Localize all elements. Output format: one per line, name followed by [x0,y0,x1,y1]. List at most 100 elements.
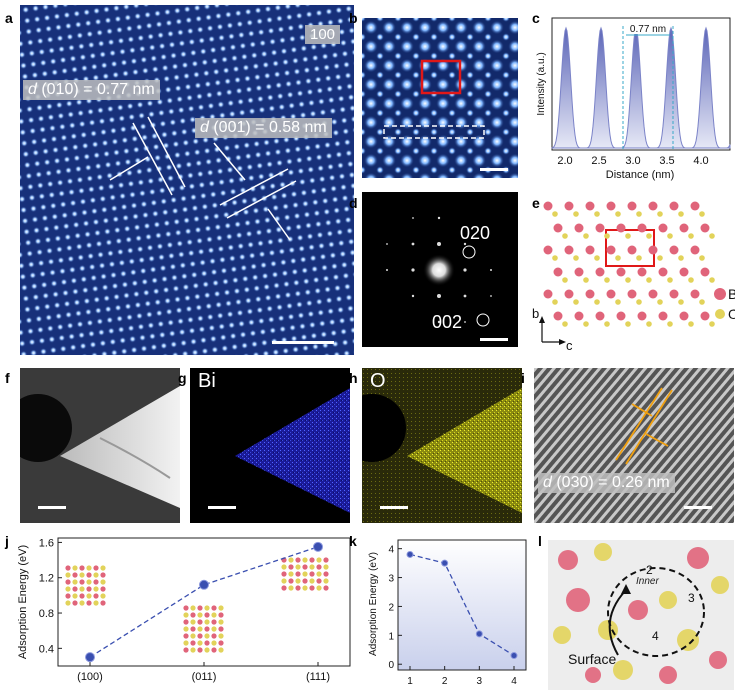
atom-o [709,277,715,283]
xtick-c-2: 3.0 [625,155,640,167]
legend-o: O [728,306,735,322]
ylabel-c: Intensity (a.u.) [536,52,547,115]
profile-c-svg: 0.77 nm 2.0 2.5 3.0 3.5 4.0 Distance (nm… [536,17,731,181]
atom-o [583,277,589,283]
inset-atom [323,557,329,563]
data-point [510,652,518,660]
atom-b [690,201,700,211]
inset-atom [183,640,189,646]
inset-atom [100,565,106,571]
xtick-c-1: 2.5 [591,155,606,167]
panel-i-hrtem-fringes: d (030) = 0.26 nm [534,368,734,523]
inset-atom [204,626,210,632]
ytick-label: 2 [388,602,394,613]
inset-atom [93,565,99,571]
haadf-svg [20,386,180,509]
inset-atom [86,593,92,599]
xtick-label: 2 [442,676,448,687]
inset-atom [204,612,210,618]
xtick-c-3: 3.5 [659,155,674,167]
atom-b [648,289,658,299]
atom-b [637,267,647,277]
inset-atom [65,572,71,578]
atom-o [699,211,705,217]
zone-axis-badge: 100 [305,25,341,44]
panel-label-g: g [178,370,187,386]
inset-atom [183,647,189,653]
inset-atom [79,572,85,578]
panel-c-intensity-profile: 0.77 nm 2.0 2.5 3.0 3.5 4.0 Distance (nm… [530,8,735,188]
panel-j-chart: Adsorption Energy (eV) 0.4 0.8 1.2 1.6 (100)… [0,532,360,695]
ylabel-j: Adsorption Energy (eV) [17,545,29,659]
model-atom [687,547,709,569]
structure-e-svg: B O b c [532,201,735,352]
data-point [85,652,95,663]
ytick-label: 3 [388,574,394,585]
chart-j-svg: Adsorption Energy (eV) 0.4 0.8 1.2 1.6 (100)… [17,537,351,683]
inset-atom [197,612,203,618]
model-atom [558,550,578,570]
inset-atom [211,626,217,632]
inset-atom [65,579,71,585]
panel-label-i: i [521,370,525,386]
inset-atom [316,564,322,570]
atom-o [573,299,579,305]
atom-o [583,233,589,239]
inset-atom [79,579,85,585]
atom-o [688,321,694,327]
atom-o [604,277,610,283]
element-bi-label: Bi [198,370,216,392]
atom-o [552,211,558,217]
inset-atom [72,593,78,599]
inset-atom [288,578,294,584]
inset-atom [72,586,78,592]
model-atom [659,666,677,684]
atom-o [562,233,568,239]
inset-atom [65,600,71,606]
panel-h-o-map: O [362,368,522,523]
lattice-a-svg [20,5,354,355]
inset-atom [197,633,203,639]
inset-atom [295,585,301,591]
atom-b [553,267,563,277]
atom-o [688,277,694,283]
inset-atom [295,564,301,570]
chart-k-svg: Adsorption Energy (eV) 0 1 2 3 4 1 2 3 4 [368,539,527,687]
panel-label-h: h [349,370,358,386]
inset-atom [218,647,224,653]
inset-atom [100,593,106,599]
atom-b [616,223,626,233]
inset-atom [302,571,308,577]
inset-atom [218,612,224,618]
atom-b [595,223,605,233]
inset-atom [183,612,189,618]
inset-atom [204,647,210,653]
inset-atom [295,578,301,584]
spot-002: 002 [432,312,462,332]
atom-o [646,321,652,327]
inset-atom [93,593,99,599]
ytick-label: 1.2 [39,573,54,585]
inset-atom [218,626,224,632]
atom-o [594,299,600,305]
atom-b [616,267,626,277]
inset-atom [79,600,85,606]
inset-atom [309,578,315,584]
atom-o [667,277,673,283]
atom-o [625,277,631,283]
atom-o [625,233,631,239]
atom-o [709,321,715,327]
panel-label-b: b [349,10,358,26]
model-atom [566,588,590,612]
inset-atom [86,586,92,592]
ylabel-k: Adsorption Energy (eV) [368,552,379,656]
inset-atom [183,605,189,611]
atom-b [595,267,605,277]
axis-c: c [566,338,573,352]
scale-bar-a [272,341,334,344]
inset-atom [281,564,287,570]
model-atom [585,667,601,683]
atom-b [679,311,689,321]
inset-atom [100,579,106,585]
xtick-label: (011) [192,671,217,683]
